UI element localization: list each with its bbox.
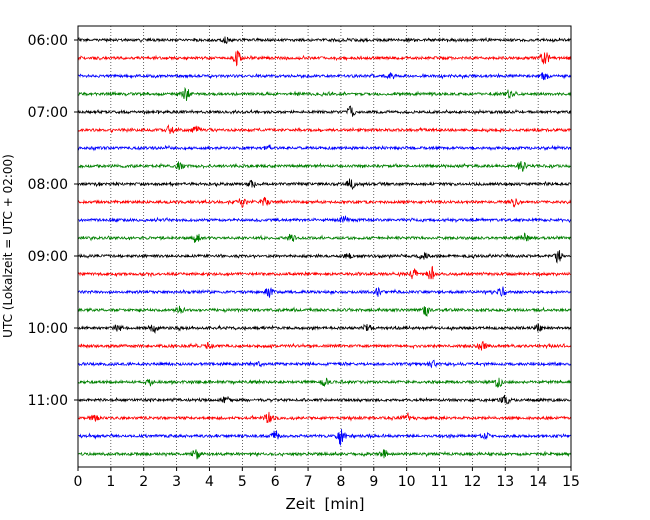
- trace-1100: [77, 394, 572, 405]
- trace-0745: [77, 161, 572, 172]
- y-tick-label-1000: 10:00: [28, 321, 68, 337]
- trace-0730: [77, 144, 572, 152]
- trace-0830: [77, 215, 572, 224]
- trace-1045: [77, 377, 572, 388]
- trace-0715: [77, 124, 572, 134]
- trace-0930: [77, 286, 572, 298]
- y-axis-ticks: 06:00 07:00 08:00 09:00 10:00 11:00: [28, 33, 78, 409]
- x-tick-label-6: 6: [271, 474, 280, 490]
- trace-0915: [77, 265, 572, 280]
- x-axis-label: Zeit [min]: [285, 495, 364, 513]
- trace-0600: [77, 36, 572, 45]
- trace-1015: [77, 340, 572, 351]
- x-tick-label-10: 10: [398, 474, 416, 490]
- trace-0630: [77, 72, 572, 81]
- y-tick-label-0800: 08:00: [28, 177, 68, 193]
- trace-0800: [77, 178, 572, 191]
- x-tick-label-3: 3: [172, 474, 181, 490]
- x-tick-label-2: 2: [139, 474, 148, 490]
- x-tick-label-11: 11: [431, 474, 449, 490]
- x-tick-label-12: 12: [463, 474, 481, 490]
- y-tick-label-1100: 11:00: [28, 393, 68, 409]
- plot-frame: [77, 25, 572, 468]
- trace-1130: [77, 428, 572, 446]
- x-tick-label-14: 14: [529, 474, 547, 490]
- trace-1145: [77, 449, 572, 460]
- y-axis-label: UTC (Lokalzeit = UTC + 02:00): [1, 154, 15, 338]
- trace-0615: [77, 50, 572, 67]
- y-tick-label-0700: 07:00: [28, 105, 68, 121]
- trace-0945: [77, 305, 572, 318]
- x-tick-label-7: 7: [304, 474, 313, 490]
- x-tick-label-1: 1: [106, 474, 115, 490]
- x-tick-label-13: 13: [496, 474, 514, 490]
- trace-0815: [77, 196, 572, 208]
- x-axis-ticks: 0 1 2 3 4 5 6 7 8 9 10 11 12 13 14 15: [74, 467, 580, 490]
- trace-1115: [77, 411, 572, 424]
- y-tick-label-0600: 06:00: [28, 33, 68, 49]
- x-tick-label-15: 15: [562, 474, 580, 490]
- trace-0900: [77, 250, 572, 264]
- seismic-traces: [77, 36, 572, 460]
- trace-0645: [77, 86, 572, 101]
- trace-0845: [77, 232, 572, 243]
- x-tick-label-0: 0: [74, 474, 83, 490]
- x-tick-label-8: 8: [336, 474, 345, 490]
- y-tick-label-0900: 09:00: [28, 249, 68, 265]
- trace-0700: [77, 105, 572, 117]
- x-tick-label-9: 9: [369, 474, 378, 490]
- trace-1030: [78, 359, 572, 369]
- x-tick-label-4: 4: [205, 474, 214, 490]
- trace-1000: [77, 323, 572, 334]
- x-tick-label-5: 5: [238, 474, 247, 490]
